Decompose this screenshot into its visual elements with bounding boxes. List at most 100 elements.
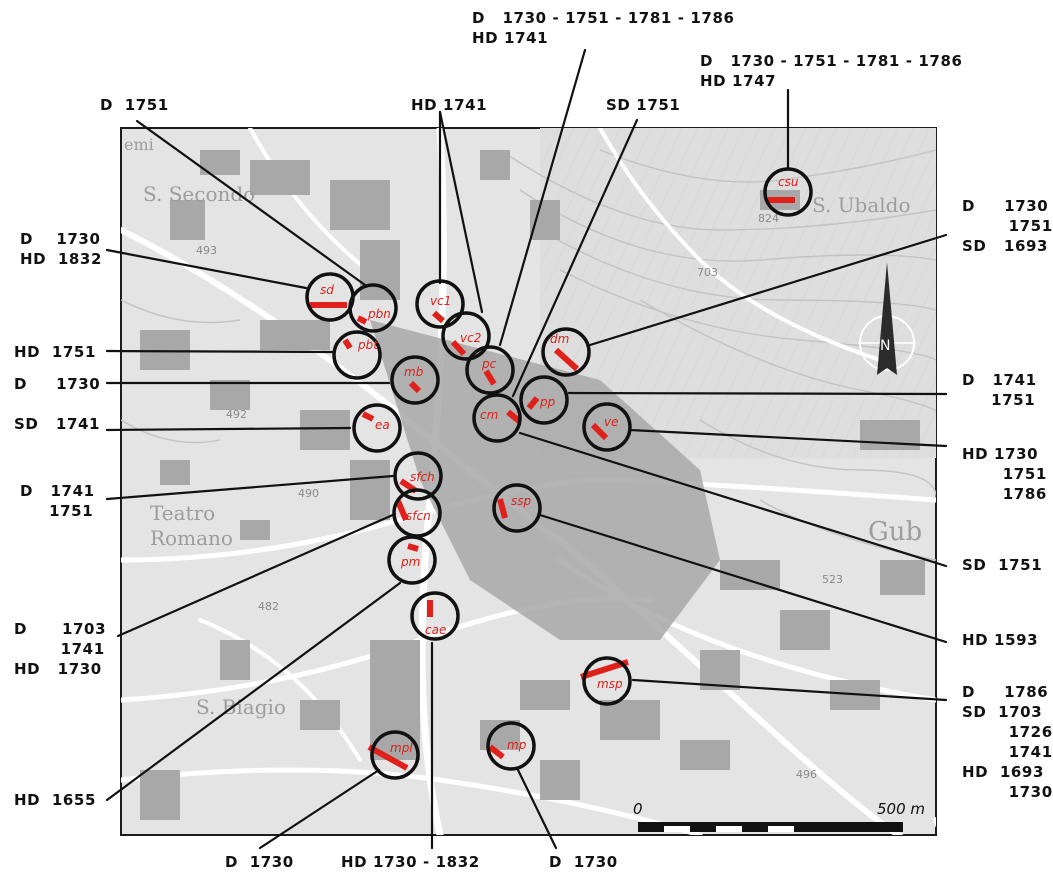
site-circle bbox=[465, 345, 515, 395]
site-circle bbox=[390, 355, 440, 405]
place-teatro: Teatro bbox=[150, 501, 215, 525]
scale-start-label: 0 bbox=[633, 800, 643, 818]
date-label-line: HD 1730 bbox=[962, 445, 1038, 463]
site-mpl: mpl bbox=[367, 730, 420, 780]
site-marker bbox=[526, 396, 540, 410]
site-code-label: vc1 bbox=[430, 294, 451, 308]
date-label-line: HD 1693 bbox=[962, 763, 1044, 781]
elevation-label: 496 bbox=[796, 768, 817, 781]
place-memi: emi bbox=[124, 135, 154, 154]
site-circle bbox=[582, 402, 632, 452]
place-romano: Romano bbox=[150, 526, 233, 550]
site-marker bbox=[342, 338, 353, 350]
site-circle bbox=[486, 721, 536, 771]
site-mb: mb bbox=[390, 355, 440, 405]
date-label-line: 1786 bbox=[962, 485, 1047, 503]
date-label-line: 1741 bbox=[962, 743, 1053, 761]
site-marker bbox=[367, 744, 409, 771]
label-top-center: D 1730 - 1751 - 1781 - 1786 HD 1741 bbox=[472, 9, 735, 47]
date-label-line: 1726 bbox=[962, 723, 1053, 741]
label-left-sfch: D 1741 1751 bbox=[20, 482, 94, 520]
label-right-msp: D 1786 SD 1703 1726 1741 HD 1693 1730 bbox=[962, 683, 1053, 801]
site-marker bbox=[432, 310, 445, 324]
date-label-line: HD 1741 bbox=[411, 96, 487, 114]
site-pbt: pbt bbox=[332, 330, 382, 380]
site-marker bbox=[553, 347, 580, 372]
site-code-label: ssp bbox=[511, 494, 532, 508]
date-label-line: D 1730 - 1751 - 1781 - 1786 bbox=[700, 52, 963, 70]
site-code-label: pbt bbox=[357, 338, 379, 352]
date-label-line: D 1730 - 1751 - 1781 - 1786 bbox=[472, 9, 735, 27]
label-left-sd: D 1730 HD 1832 bbox=[20, 230, 102, 268]
date-label-line: SD 1693 bbox=[962, 237, 1048, 255]
label-left-sfcn: D 1703 1741 HD 1730 bbox=[14, 620, 106, 678]
site-marker bbox=[497, 498, 508, 519]
site-pm: pm bbox=[387, 535, 437, 585]
site-marker bbox=[361, 411, 375, 422]
site-marker bbox=[408, 380, 422, 394]
site-circle bbox=[393, 451, 443, 501]
elevation-label: 824 bbox=[758, 212, 779, 225]
site-circle bbox=[370, 730, 420, 780]
site-marker bbox=[506, 409, 521, 424]
date-label-line: D 1741 bbox=[962, 371, 1037, 389]
place-gub: Gub bbox=[868, 517, 922, 547]
site-csu: csu bbox=[763, 167, 813, 217]
label-right-dm: D 1730 1751 SD 1693 bbox=[962, 197, 1052, 255]
date-label-line: HD 1751 bbox=[14, 343, 96, 361]
site-circle bbox=[582, 656, 632, 706]
site-circle bbox=[348, 283, 398, 333]
site-code-label: dm bbox=[550, 332, 569, 346]
north-arrow-icon: N bbox=[858, 262, 916, 375]
site-mp: mp bbox=[486, 721, 536, 771]
site-marker bbox=[407, 543, 419, 552]
site-circle bbox=[492, 483, 542, 533]
date-label-line: D 1730 bbox=[962, 197, 1048, 215]
label-bottom-mpl: D 1730 bbox=[225, 853, 294, 871]
site-pbn: pbn bbox=[348, 283, 398, 333]
site-marker bbox=[356, 315, 368, 325]
date-label-line: 1751 bbox=[962, 465, 1047, 483]
label-left-mb: D 1730 bbox=[14, 375, 100, 393]
site-marker bbox=[395, 499, 409, 522]
site-code-label: csu bbox=[778, 175, 799, 189]
site-pc: pc bbox=[465, 345, 515, 395]
site-vc2: vc2 bbox=[441, 311, 491, 361]
date-label-line: SD 1741 bbox=[14, 415, 100, 433]
site-vc1: vc1 bbox=[415, 279, 465, 329]
label-d1751-top: D 1751 bbox=[100, 96, 168, 114]
svg-text:N: N bbox=[880, 338, 890, 354]
site-marker bbox=[488, 744, 505, 760]
site-circle bbox=[763, 167, 813, 217]
site-ssp: ssp bbox=[492, 483, 542, 533]
site-circle bbox=[519, 375, 569, 425]
site-code-label: msp bbox=[597, 677, 623, 691]
elevation-label: 492 bbox=[226, 408, 247, 421]
elevation-label: 482 bbox=[258, 600, 279, 613]
date-label-line: D 1730 bbox=[225, 853, 294, 871]
site-code-label: mb bbox=[404, 365, 424, 379]
site-code-label: sfcn bbox=[406, 509, 431, 523]
scale-end-label: 500 m bbox=[877, 800, 925, 818]
site-ve: ve bbox=[582, 402, 632, 452]
place-s-secondo: S. Secondo bbox=[143, 182, 255, 206]
site-code-label: pm bbox=[400, 555, 420, 569]
date-label-line: SD 1751 bbox=[962, 556, 1042, 574]
site-code-label: cae bbox=[425, 623, 446, 637]
date-label-line: HD 1747 bbox=[700, 72, 776, 90]
site-marker bbox=[580, 659, 629, 680]
site-pp: pp bbox=[519, 375, 569, 425]
site-code-label: vc2 bbox=[460, 331, 481, 345]
site-cm: cm bbox=[472, 393, 522, 443]
date-label-line: D 1730 bbox=[549, 853, 618, 871]
elevation-label: 523 bbox=[822, 573, 843, 586]
label-left-pm: HD 1655 bbox=[14, 791, 95, 809]
site-code-label: mp bbox=[507, 738, 527, 752]
date-label-line: 1751 bbox=[20, 502, 93, 520]
leader-lines bbox=[105, 48, 948, 850]
site-circle bbox=[332, 330, 382, 380]
date-label-line: HD 1832 bbox=[20, 250, 102, 268]
label-right-pp: D 1741 1751 bbox=[962, 371, 1037, 409]
